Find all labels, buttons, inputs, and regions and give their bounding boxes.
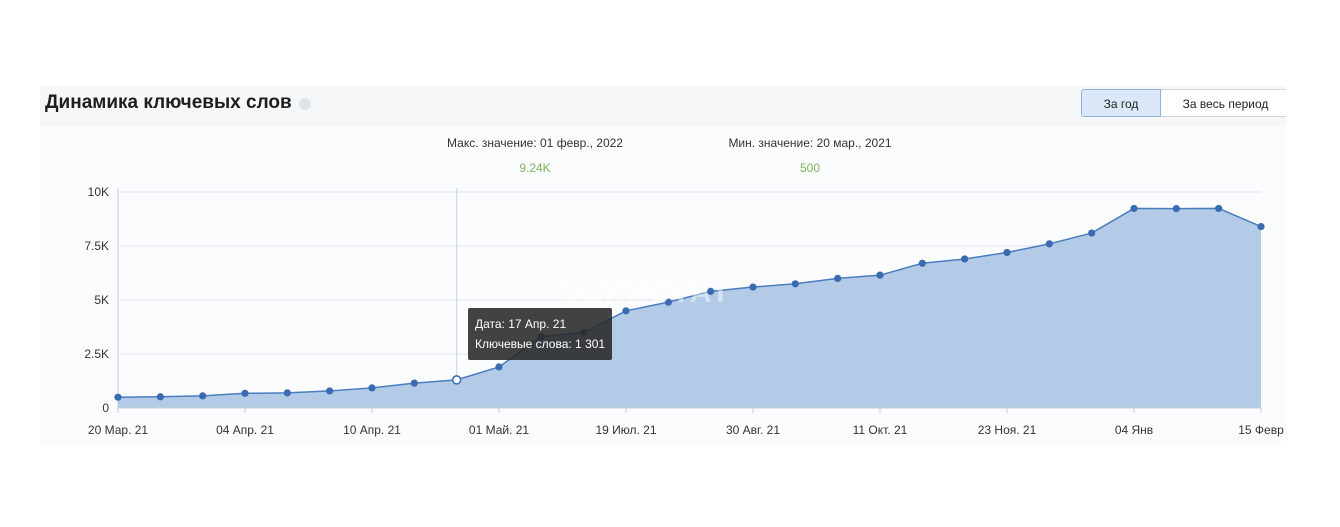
data-point-highlighted	[451, 375, 462, 385]
x-tick-label: 04 Апр. 21	[216, 423, 274, 437]
data-point	[1215, 204, 1223, 213]
data-point	[834, 274, 842, 282]
data-point	[410, 379, 418, 387]
data-point	[622, 307, 630, 315]
widget-title: Динамика ключевых слов	[45, 92, 311, 114]
period-toggle: За год За весь период	[1081, 89, 1286, 117]
x-tick-label: 30 Авг. 21	[726, 423, 780, 437]
serpstat-watermark: SERPSTAT	[560, 276, 732, 309]
keyword-dynamics-widget: Динамика ключевых слов За год За весь пе…	[40, 86, 1286, 446]
y-tick-label: 5K	[94, 293, 109, 307]
data-point	[199, 392, 207, 400]
max-value: 9.24K	[519, 161, 551, 175]
data-point	[876, 271, 884, 279]
data-point	[961, 255, 969, 263]
data-point	[1088, 229, 1096, 237]
series-area	[118, 208, 1261, 408]
x-tick-label: 11 Окт. 21	[853, 423, 908, 437]
chart-tooltip: Дата: 17 Апр. 21 Ключевые слова: 1 301	[468, 308, 613, 360]
widget-header: Динамика ключевых слов За год За весь пе…	[40, 86, 1286, 126]
data-point	[707, 287, 715, 295]
y-tick-label: 7.5K	[84, 239, 109, 253]
y-tick-label: 0	[102, 401, 109, 415]
period-year-button[interactable]: За год	[1081, 89, 1161, 117]
tooltip-date: Дата: 17 Апр. 21	[475, 317, 567, 331]
data-point	[241, 389, 249, 397]
keyword-chart: 0 2.5K 5K 7.5K 10K 20 Мар. 21 04 Апр. 21 10 Апр…	[84, 185, 1284, 437]
min-label: Мин. значение: 20 мар., 2021	[728, 136, 892, 150]
x-tick-label: 23 Ноя. 21	[978, 423, 1037, 437]
data-point	[156, 393, 164, 401]
max-stat: Макс. значение: 01 февр., 2022 9.24K	[440, 136, 630, 175]
data-point	[326, 387, 334, 395]
y-tick-label: 2.5K	[84, 347, 109, 361]
data-point	[749, 283, 757, 291]
data-point	[368, 384, 376, 392]
data-point	[1257, 222, 1265, 231]
data-point	[1003, 248, 1011, 257]
x-tick-label: 01 Май. 21	[469, 423, 530, 437]
series-line	[117, 207, 1262, 398]
x-tick-label: 04 Янв	[1115, 423, 1153, 437]
tooltip-keywords: Ключевые слова: 1 301	[475, 337, 606, 351]
x-tick-label: 20 Мар. 21	[88, 423, 149, 437]
data-point	[918, 259, 926, 267]
x-tick-label: 15 Февр	[1238, 423, 1284, 437]
x-tick-label: 10 Апр. 21	[343, 423, 401, 437]
data-point	[1172, 205, 1180, 213]
period-all-button[interactable]: За весь период	[1161, 89, 1286, 117]
min-stat: Мин. значение: 20 мар., 2021 500	[720, 136, 900, 175]
data-point	[1130, 204, 1138, 213]
x-tick-label: 19 Июл. 21	[595, 423, 656, 437]
widget-title-text: Динамика ключевых слов	[45, 92, 292, 113]
y-tick-label: 10K	[88, 185, 109, 199]
data-point	[791, 280, 799, 288]
data-point	[1045, 240, 1053, 248]
data-point	[114, 393, 122, 401]
info-icon[interactable]	[298, 98, 311, 110]
data-point	[664, 298, 672, 306]
max-label: Макс. значение: 01 февр., 2022	[447, 136, 623, 150]
data-point	[495, 363, 503, 371]
min-value: 500	[799, 161, 821, 175]
data-point	[283, 389, 291, 397]
